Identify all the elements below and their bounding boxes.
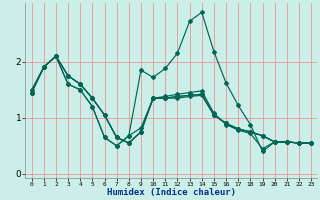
X-axis label: Humidex (Indice chaleur): Humidex (Indice chaleur): [107, 188, 236, 197]
